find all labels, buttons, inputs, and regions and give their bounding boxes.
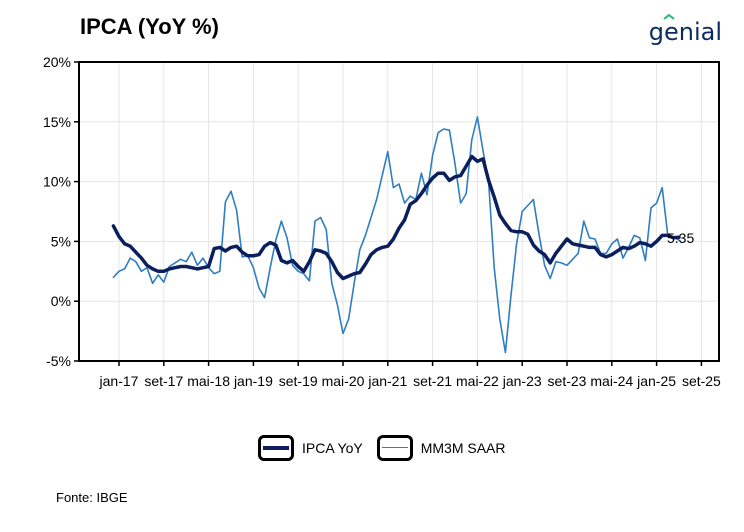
legend-label-ipca: IPCA YoY — [302, 440, 363, 456]
brand-logo: genial — [648, 14, 722, 46]
series-line-ipca-yoy — [111, 154, 681, 281]
x-tick-label: mai-18 — [187, 373, 230, 389]
y-tick-label: 20% — [43, 54, 71, 70]
x-tick-label: set-17 — [144, 373, 183, 389]
legend-key-mm3m — [376, 435, 413, 461]
x-tick-label: set-23 — [548, 373, 587, 389]
x-tick-label: mai-20 — [322, 373, 365, 389]
y-tick-label: 0% — [51, 293, 71, 309]
x-tick-label: jan-21 — [367, 373, 407, 389]
y-tick-label: 5% — [51, 233, 71, 249]
end-value-label: 5.35 — [667, 230, 694, 246]
chart-legend: IPCA YoY MM3M SAAR — [258, 435, 520, 461]
y-tick-label: 10% — [43, 174, 71, 190]
logo-text: genial — [648, 18, 722, 46]
gridlines — [79, 61, 719, 362]
x-tick-label: jan-19 — [233, 373, 273, 389]
y-tick-label: 15% — [43, 114, 71, 130]
x-tick-label: set-19 — [279, 373, 318, 389]
y-tick-label: -5% — [46, 353, 71, 369]
legend-label-mm3m: MM3M SAAR — [420, 440, 506, 456]
series-group — [111, 116, 681, 354]
plot-frame — [78, 61, 720, 362]
legend-key-ipca — [258, 435, 294, 461]
x-tick-label: set-25 — [682, 373, 721, 389]
x-tick-label: mai-22 — [456, 373, 499, 389]
axes-group: -5% 0% 5% 10% 15% 20% jan-17 set-17 mai-18 jan-19… — [43, 54, 721, 389]
logo-accent-icon — [663, 14, 675, 20]
x-tick-label: set-21 — [413, 373, 452, 389]
source-note: Fonte: IBGE — [56, 490, 128, 505]
page-title: IPCA (YoY %) — [80, 14, 219, 39]
x-tick-label: jan-25 — [636, 373, 676, 389]
x-tick-label: mai-24 — [590, 373, 633, 389]
legend-item-ipca: IPCA YoY — [258, 435, 363, 461]
legend-item-mm3m: MM3M SAAR — [376, 435, 506, 461]
x-tick-label: jan-23 — [502, 373, 542, 389]
x-tick-label: jan-17 — [99, 373, 139, 389]
